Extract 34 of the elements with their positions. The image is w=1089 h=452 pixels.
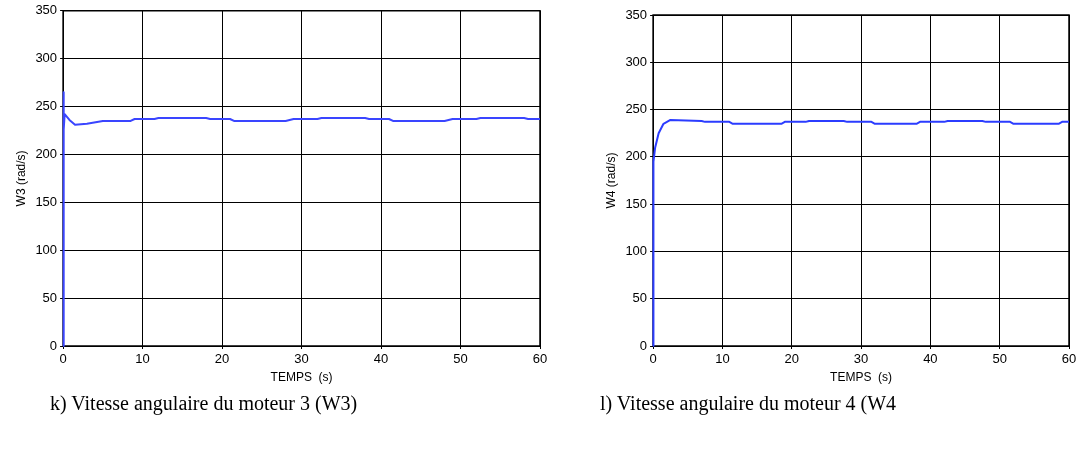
x-tick-label: 10	[715, 351, 730, 367]
x-tick-label: 50	[992, 351, 1007, 367]
text: k) Vitesse angulaire du moteur 3 (W3)	[50, 392, 358, 415]
x-tick-label: 30	[853, 351, 869, 367]
x-tick-label: 60	[532, 351, 548, 367]
y-tick-label: 100	[35, 241, 58, 257]
y-tick-label: 350	[35, 2, 58, 18]
y-tick-label: 0	[49, 337, 58, 353]
y-tick-label: 0	[639, 337, 648, 353]
y-tick-label: 250	[35, 98, 58, 114]
x-tick-label: 30	[294, 351, 309, 367]
x-tick-label: 40	[373, 351, 389, 367]
y-tick-label: 200	[625, 148, 648, 164]
text: l) Vitesse angulaire du moteur 4 (W4	[600, 392, 897, 415]
x-tick-label: 20	[214, 351, 230, 367]
y-tick-label: 150	[625, 195, 648, 211]
x-axis-title: TEMPS (s)	[830, 370, 893, 385]
x-tick-label: 40	[923, 351, 938, 367]
y-tick-label: 50	[632, 290, 648, 306]
y-tick-label: 100	[625, 243, 648, 259]
y-tick-label: 350	[625, 6, 648, 22]
x-axis-title: TEMPS (s)	[270, 370, 333, 385]
y-tick-label: 300	[625, 53, 648, 69]
x-tick-label: 50	[453, 351, 468, 367]
x-tick-label: 10	[135, 351, 150, 367]
y-tick-label: 150	[35, 193, 58, 209]
x-tick-label: 20	[784, 351, 799, 367]
y-tick-label: 250	[625, 101, 648, 117]
y-axis-title: W4 (rad/s)	[603, 152, 618, 209]
y-axis-title: W3 (rad/s)	[13, 150, 28, 207]
x-tick-label: 60	[1061, 351, 1077, 367]
y-tick-label: 200	[35, 146, 58, 162]
y-tick-label: 50	[42, 289, 58, 305]
y-tick-label: 300	[35, 50, 58, 66]
